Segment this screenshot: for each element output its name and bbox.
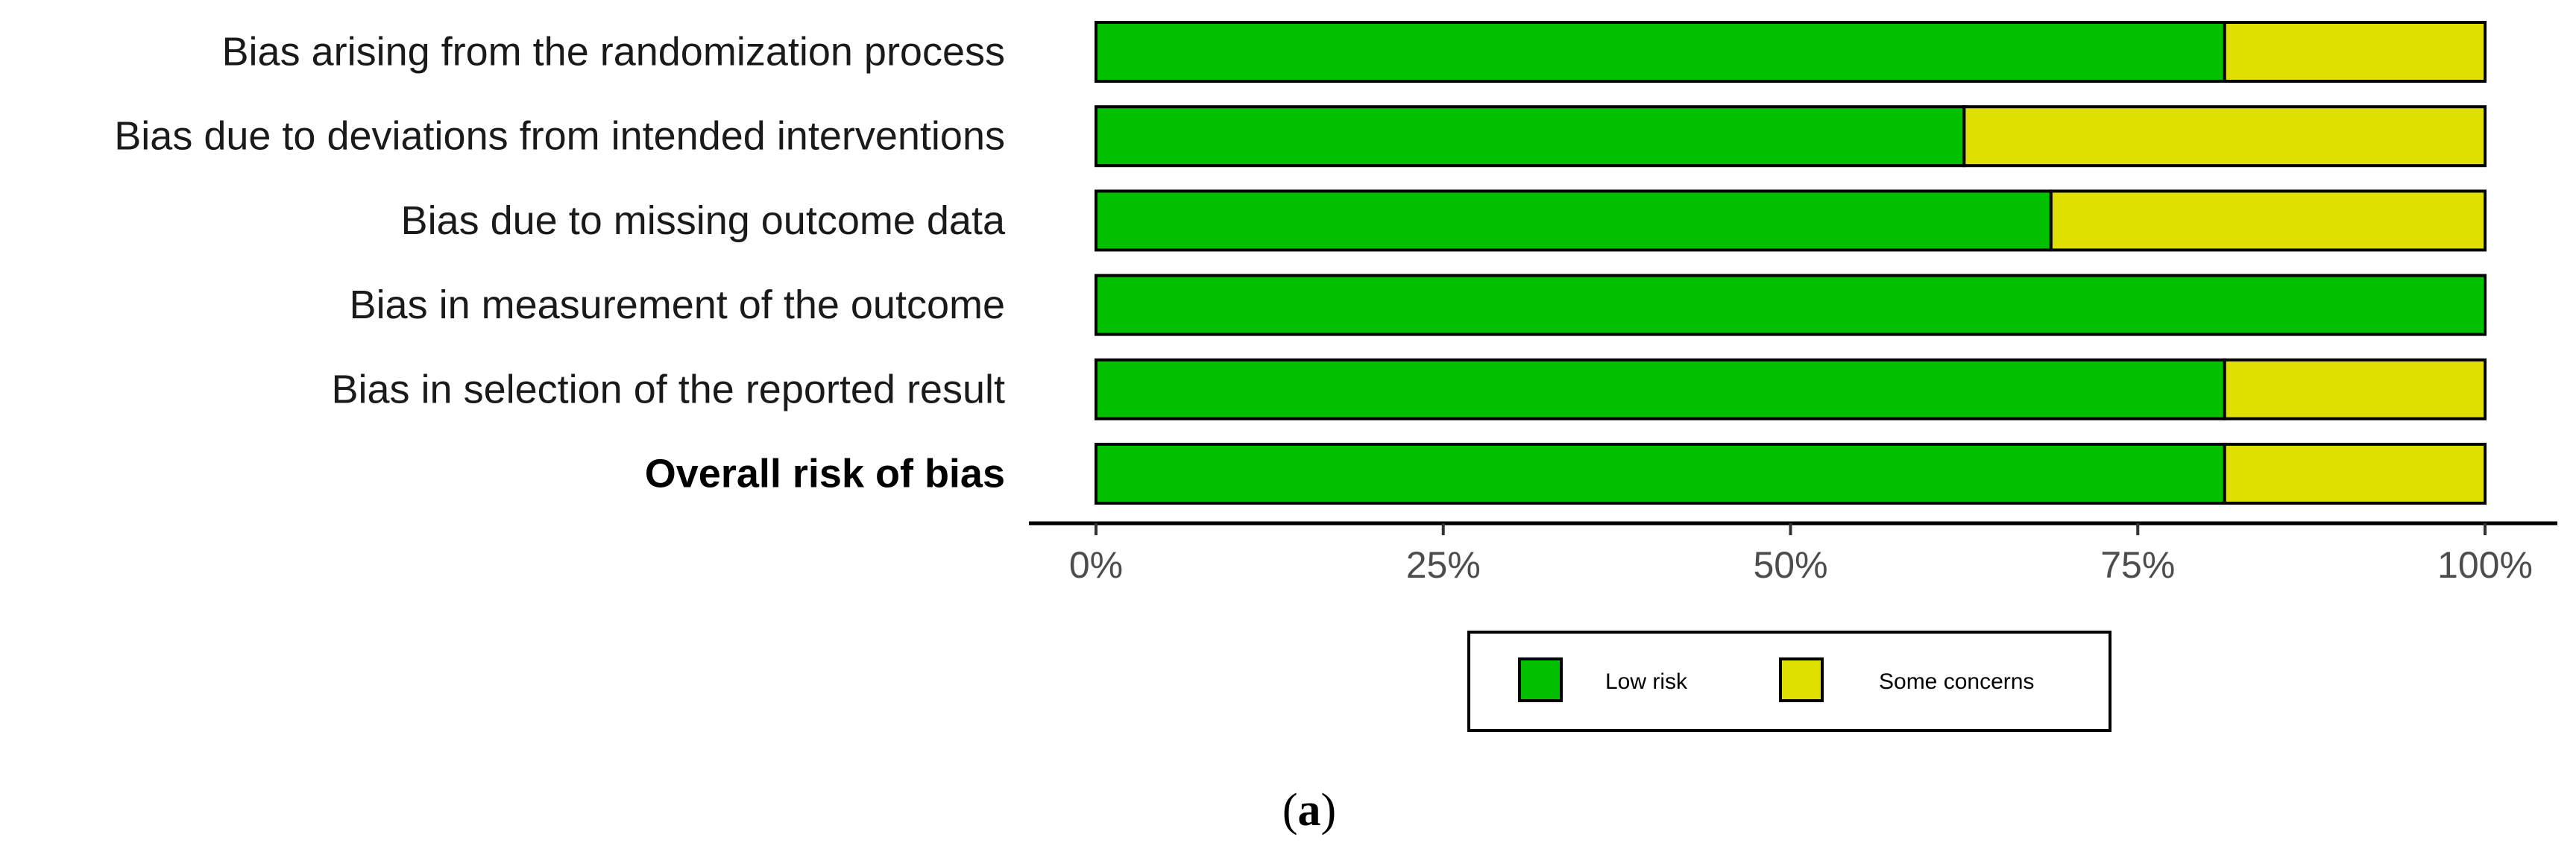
category-label-bias-in-measurement-of-the-outcome: Bias in measurement of the outcome	[350, 283, 1005, 327]
bar-low-risk-bias-due-to-deviations-from-intended-interventions	[1095, 105, 1966, 168]
bar-some-concerns-overall-risk-of-bias	[2223, 443, 2487, 505]
legend: Low risk Some concerns	[1467, 631, 2111, 732]
legend-box	[1467, 631, 2111, 732]
category-label-bias-due-to-deviations-from-intended-interventions: Bias due to deviations from intended int…	[114, 114, 1005, 159]
bar-some-concerns-bias-due-to-deviations-from-intended-interventions	[1962, 105, 2487, 168]
legend-swatch-some-concerns	[1779, 657, 1824, 702]
bars	[1095, 21, 2487, 505]
x-axis-ticks: 0% 25% 50% 75% 100%	[1069, 523, 2533, 586]
category-label-overall-risk-of-bias: Overall risk of bias	[645, 452, 1005, 496]
legend-label-low-risk: Low risk	[1605, 669, 1688, 694]
x-tick-label-0: 0%	[1069, 544, 1123, 586]
bar-low-risk-bias-in-selection-of-the-reported-result	[1095, 358, 2226, 420]
category-labels: Bias arising from the randomization proc…	[114, 30, 1006, 496]
x-tick-label-2: 50%	[1753, 544, 1827, 586]
bar-some-concerns-bias-due-to-missing-outcome-data	[2049, 189, 2487, 252]
legend-label-some-concerns: Some concerns	[1879, 669, 2034, 694]
x-tick-label-1: 25%	[1406, 544, 1481, 586]
legend-swatch-low-risk	[1518, 657, 1563, 702]
category-label-bias-due-to-missing-outcome-data: Bias due to missing outcome data	[401, 198, 1006, 243]
figure-caption: (a)	[1282, 785, 1336, 836]
bar-low-risk-bias-due-to-missing-outcome-data	[1095, 189, 2053, 252]
bar-low-risk-overall-risk-of-bias	[1095, 443, 2226, 505]
bar-low-risk-bias-arising-from-the-randomization-process	[1095, 21, 2226, 83]
category-label-bias-arising-from-the-randomization-process: Bias arising from the randomization proc…	[222, 30, 1005, 75]
bar-some-concerns-bias-in-selection-of-the-reported-result	[2223, 358, 2487, 420]
x-tick-label-3: 75%	[2100, 544, 2175, 586]
bar-low-risk-bias-in-measurement-of-the-outcome	[1095, 274, 2487, 336]
bar-some-concerns-bias-arising-from-the-randomization-process	[2223, 21, 2487, 83]
category-label-bias-in-selection-of-the-reported-result: Bias in selection of the reported result	[332, 367, 1006, 411]
x-tick-label-4: 100%	[2437, 544, 2533, 586]
